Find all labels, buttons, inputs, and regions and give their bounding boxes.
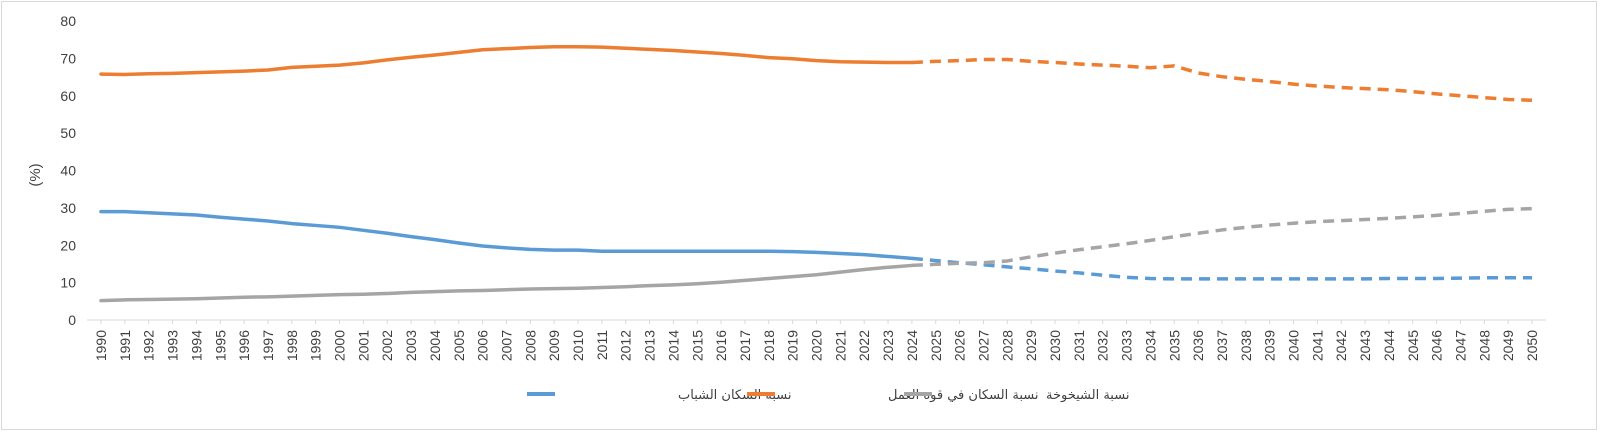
y-tick-label: 20: [60, 237, 76, 253]
series-line-actual: [99, 209, 914, 261]
x-tick-label: 2049: [1500, 330, 1516, 361]
x-tick-label: 2002: [379, 330, 395, 361]
series-line-actual: [99, 45, 914, 77]
x-tick-label: 2003: [403, 330, 419, 361]
x-tick-label: 2032: [1095, 330, 1111, 361]
x-tick-label: 2006: [475, 330, 491, 361]
legend-item-1: نسبة السكان الشباب: [527, 388, 792, 403]
x-tick-label: 2044: [1381, 330, 1397, 361]
x-tick-label: 2047: [1452, 330, 1468, 361]
x-tick-label: 2014: [665, 330, 681, 361]
x-tick-label: 1997: [260, 330, 276, 361]
x-tick-label: 1990: [93, 330, 109, 361]
legend-label: نسبة الشيخوخة: [1046, 388, 1129, 403]
legend: نسبة السكان الشباب نسبة السكان في قوة الع…: [527, 388, 1129, 403]
x-tick-label: 2029: [1023, 330, 1039, 361]
x-tick-label: 2023: [880, 330, 896, 361]
x-tick-label: 2035: [1166, 330, 1182, 361]
x-tick-label: 2036: [1190, 330, 1206, 361]
x-tick-label: 2034: [1142, 330, 1158, 361]
y-tick-label: 60: [60, 88, 76, 104]
x-tick-label: 2031: [1071, 330, 1087, 361]
x-tick-label: 2045: [1405, 330, 1421, 361]
series-1: [99, 209, 1533, 281]
series-line-actual: [99, 263, 914, 303]
y-tick-label: 10: [60, 275, 76, 291]
series-line-projected: [911, 57, 1533, 102]
x-tick-label: 2039: [1262, 330, 1278, 361]
x-tick-label: 1992: [141, 330, 157, 361]
x-tick-label: 2033: [1119, 330, 1135, 361]
x-tick-label: 2043: [1357, 330, 1373, 361]
series-layer: [99, 45, 1533, 303]
y-tick-label: 50: [60, 125, 76, 141]
legend-item-2: نسبة السكان في قوة العمل: [747, 388, 1039, 403]
x-tick-label: 1993: [165, 330, 181, 361]
x-tick-label: 2022: [856, 330, 872, 361]
x-tick-label: 2013: [642, 330, 658, 361]
x-tick-label: 2030: [1047, 330, 1063, 361]
x-tick-label: 2012: [618, 330, 634, 361]
x-tick-label: 2048: [1476, 330, 1492, 361]
x-tick-label: 2010: [570, 330, 586, 361]
x-tick-label: 2020: [809, 330, 825, 361]
series-3: [99, 206, 1533, 303]
y-tick-label: 30: [60, 200, 76, 216]
x-tick-label: 1995: [212, 330, 228, 361]
x-tick-label: 2024: [904, 330, 920, 361]
y-tick-label: 40: [60, 163, 76, 179]
x-tick-label: 2026: [952, 330, 968, 361]
x-tick-label: 2021: [832, 330, 848, 361]
x-tick-label: 2009: [546, 330, 562, 361]
x-tick-label: 2017: [737, 330, 753, 361]
y-tick-label: 80: [60, 13, 76, 29]
x-tick-label: 2019: [785, 330, 801, 361]
y-tick-label: 0: [68, 312, 76, 328]
x-tick-label: 2028: [999, 330, 1015, 361]
x-tick-label: 2004: [427, 330, 443, 361]
x-tick-label: 2038: [1238, 330, 1254, 361]
x-tick-label: 2005: [451, 330, 467, 361]
x-tick-label: 2015: [689, 330, 705, 361]
legend-item-3: نسبة الشيخوخة: [904, 388, 1129, 403]
x-tick-label: 2016: [713, 330, 729, 361]
x-tick-label: 2001: [355, 330, 371, 361]
x-tick-label: 2027: [975, 330, 991, 361]
x-tick-label: 2050: [1524, 330, 1540, 361]
series-2: [99, 45, 1533, 102]
x-tick-label: 1994: [188, 330, 204, 361]
x-tick-label: 2025: [928, 330, 944, 361]
x-tick-label: 1991: [117, 330, 133, 361]
x-tick-label: 2018: [761, 330, 777, 361]
x-tick-label: 2000: [332, 330, 348, 361]
x-tick-label: 1999: [308, 330, 324, 361]
series-line-projected: [911, 206, 1533, 268]
x-tick-label: 1996: [236, 330, 252, 361]
x-tick-label: 2007: [498, 330, 514, 361]
x-tick-label: 2011: [594, 330, 610, 360]
x-tick-label: 2041: [1309, 330, 1325, 361]
legend-label: نسبة السكان في قوة العمل: [888, 388, 1039, 403]
y-tick-label: 70: [60, 50, 76, 66]
y-axis-title: (%): [27, 163, 44, 186]
x-tick-label: 1998: [284, 330, 300, 361]
x-tick-label: 2040: [1286, 330, 1302, 361]
x-tick-label: 2046: [1429, 330, 1445, 361]
x-tick-label: 2042: [1333, 330, 1349, 361]
x-tick-label: 2008: [522, 330, 538, 361]
x-tick-label: 2037: [1214, 330, 1230, 361]
legend-label: نسبة السكان الشباب: [678, 388, 792, 403]
